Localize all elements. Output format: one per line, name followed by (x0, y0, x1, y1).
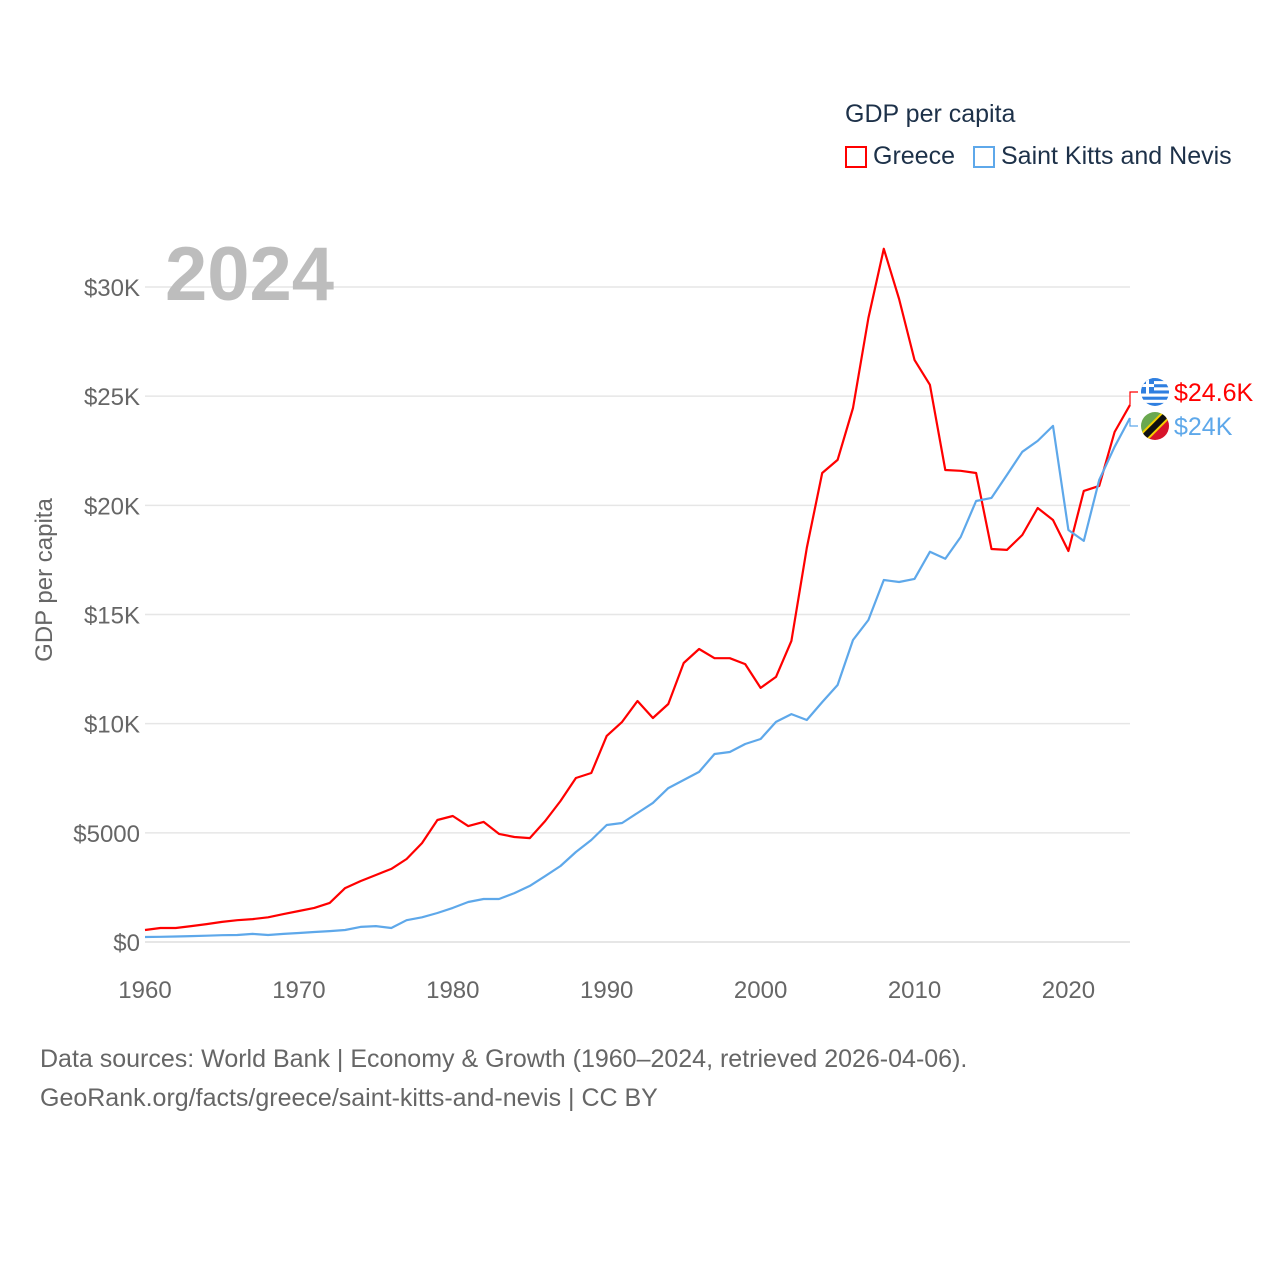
legend-swatch-saint-kitts-and-nevis (972, 145, 995, 168)
y-tick-label: $25K (84, 384, 140, 411)
x-tick-label: 1970 (272, 977, 325, 1004)
end-value-label-greece: $24.6K (1174, 379, 1254, 407)
year-label: 2024 (165, 232, 334, 317)
x-tick-label: 1990 (580, 977, 633, 1004)
legend-swatch-greece (845, 145, 867, 168)
x-tick-label: 1960 (118, 977, 171, 1004)
y-tick-label: $0 (113, 930, 140, 957)
x-tick-label: 2010 (888, 977, 941, 1004)
source-line-2[interactable]: GeoRank.org/facts/greece/saint-kitts-and… (40, 1084, 658, 1112)
y-tick-label: $10K (84, 712, 140, 739)
x-tick-label: 2000 (734, 977, 787, 1004)
saint-kitts-and-nevis-flag-icon (1141, 412, 1169, 440)
end-value-label-saint-kitts-and-nevis: $24K (1174, 413, 1233, 441)
legend-item-greece[interactable]: Greece (845, 142, 955, 171)
x-tick-label: 2020 (1042, 977, 1095, 1004)
series-line-greece[interactable] (144, 247, 1131, 932)
y-axis-label: GDP per capita (31, 498, 58, 662)
end-connector (1129, 391, 1138, 405)
greece-flag-icon (1141, 378, 1169, 406)
y-tick-label: $20K (84, 493, 140, 520)
y-tick-label: $5000 (73, 821, 140, 848)
series-line-saint-kitts-and-nevis[interactable] (144, 417, 1131, 939)
legend-label-greece: Greece (873, 142, 955, 170)
end-connector (1129, 418, 1138, 427)
y-tick-label: $30K (84, 275, 140, 302)
legend: Greece Saint Kitts and Nevis (845, 142, 1232, 171)
source-line-1: Data sources: World Bank | Economy & Gro… (40, 1045, 968, 1073)
legend-item-saint-kitts-and-nevis[interactable]: Saint Kitts and Nevis (972, 142, 1232, 171)
legend-label-saint-kitts-and-nevis: Saint Kitts and Nevis (1000, 142, 1232, 170)
y-tick-label: $15K (84, 603, 140, 630)
legend-title: GDP per capita (845, 100, 1016, 128)
x-tick-label: 1980 (426, 977, 479, 1004)
